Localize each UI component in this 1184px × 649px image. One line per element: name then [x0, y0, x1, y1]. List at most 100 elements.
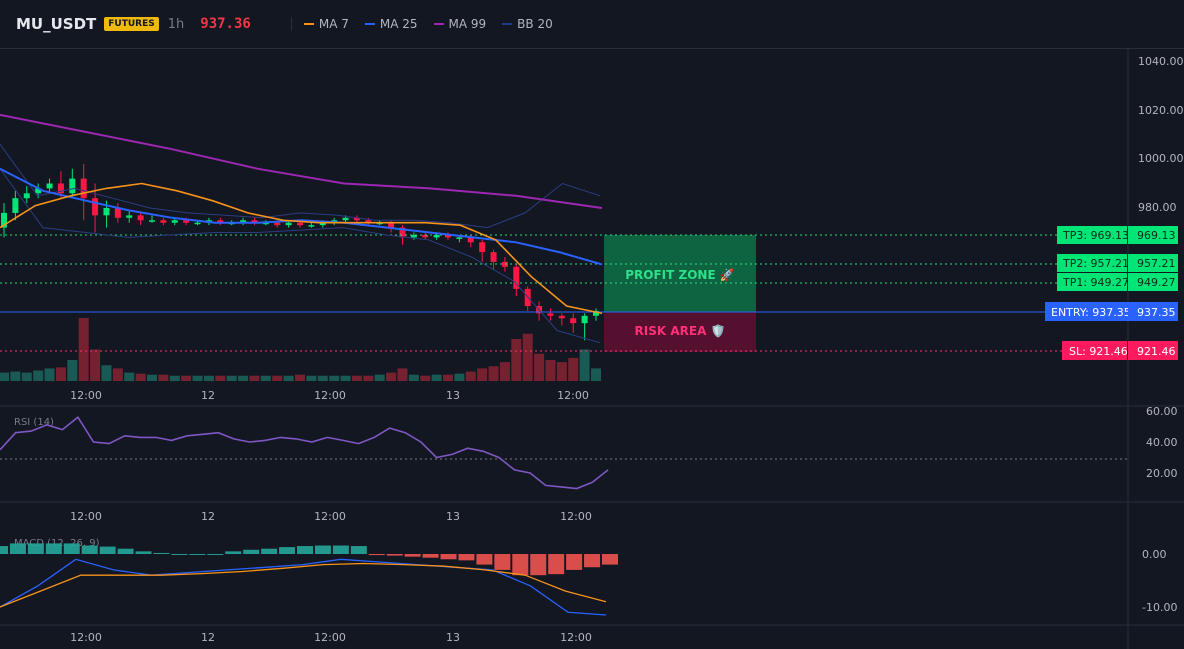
volume-bar: [511, 339, 522, 381]
bb20-swatch: [502, 23, 513, 25]
volume-bar: [351, 375, 362, 381]
legend-bb20[interactable]: BB 20: [502, 17, 553, 31]
volume-bar: [522, 333, 533, 381]
ma25-swatch: [364, 23, 375, 25]
legend-ma99[interactable]: MA 99: [433, 17, 486, 31]
candle-body: [445, 234, 451, 238]
volume-bar: [431, 374, 442, 381]
candle-body: [388, 222, 395, 228]
volume-bar: [192, 375, 203, 381]
macd-histogram-bar: [314, 545, 331, 554]
candle-body: [399, 227, 406, 238]
macd-histogram-bar: [566, 554, 583, 570]
volume-bar: [477, 368, 488, 381]
time-tick: 12:00: [557, 389, 589, 402]
candle-body: [126, 215, 133, 218]
candle-body: [114, 208, 121, 218]
legend-ma7[interactable]: MA 7: [303, 17, 349, 31]
rsi-tick: 40.00: [1146, 436, 1178, 449]
price-tick: 980.00: [1138, 201, 1177, 214]
volume-bar: [238, 375, 249, 381]
volume-bar: [408, 374, 419, 381]
volume-bar: [397, 368, 408, 381]
macd-histogram-bar: [386, 554, 403, 556]
sl-label: SL: 921.46: [1069, 345, 1128, 358]
volume-bar: [101, 365, 112, 381]
legend-ma25[interactable]: MA 25: [364, 17, 418, 31]
candle-body: [490, 252, 497, 262]
candle-body: [342, 217, 349, 221]
ma7-swatch: [303, 23, 314, 25]
volume-bar: [488, 366, 499, 381]
volume-bar: [295, 374, 305, 381]
candle-body: [171, 220, 178, 223]
entry-value-box: [1128, 302, 1178, 321]
rsi-time-tick: 12:00: [314, 510, 346, 523]
rsi-tick: 20.00: [1146, 467, 1178, 480]
volume-bar: [340, 375, 351, 381]
legend-bb20-label: BB 20: [517, 17, 553, 31]
macd-time-tick: 12:00: [314, 631, 346, 644]
candle-body: [262, 222, 269, 225]
macd-histogram-bar: [135, 551, 152, 554]
macd-time-tick: 12:00: [560, 631, 592, 644]
rsi-time-tick: 12: [201, 510, 215, 523]
candle-body: [46, 183, 53, 189]
candlestick-series: [1, 163, 599, 341]
candle-body: [183, 220, 190, 223]
macd-histogram-bar: [243, 549, 260, 554]
legend-ma25-label: MA 25: [379, 17, 418, 31]
rsi-line: [0, 416, 609, 490]
risk-area: [604, 312, 756, 352]
candle-body: [12, 198, 19, 213]
candle-body: [103, 208, 110, 216]
risk-area-label: RISK AREA 🛡️: [635, 324, 726, 338]
price-tick: 1020.00: [1138, 104, 1184, 117]
volume-bar: [124, 372, 135, 381]
macd-histogram-bar: [27, 543, 44, 554]
candle-body: [149, 220, 155, 222]
macd-histogram-bar: [458, 554, 475, 561]
candle-body: [57, 183, 64, 194]
price-tick: 1040.00: [1138, 55, 1184, 68]
volume-bar: [249, 375, 260, 381]
candle-body: [513, 266, 520, 289]
rsi-time-tick: 13: [446, 510, 460, 523]
ma99-swatch: [433, 23, 444, 25]
timeframe-label[interactable]: 1h: [167, 16, 185, 32]
tp2-label: TP2: 957.21: [1062, 257, 1129, 270]
macd-histogram-bar: [207, 554, 224, 555]
sl-value: 921.46: [1137, 345, 1176, 358]
macd-time-tick: 12: [201, 631, 215, 644]
volume-bar: [283, 375, 294, 381]
candle-body: [23, 193, 30, 199]
candle-body: [80, 178, 87, 199]
volume-bar: [21, 372, 32, 381]
time-tick: 13: [446, 389, 460, 402]
candle-body: [501, 261, 508, 267]
header-divider: [290, 17, 292, 31]
candle-body: [365, 220, 372, 223]
volume-bar: [306, 375, 317, 381]
volume-bar: [158, 374, 169, 381]
volume-bar: [169, 375, 180, 381]
chart-canvas[interactable]: 1040.00 1020.00 1000.00 980.00 PROFIT ZO…: [0, 48, 1184, 649]
volume-bar: [443, 374, 453, 381]
time-tick: 12:00: [314, 389, 346, 402]
macd-histogram-bar: [0, 546, 8, 554]
indicator-lines: [0, 113, 618, 616]
last-price: 937.36: [200, 16, 251, 32]
macd-histogram-bar: [584, 554, 601, 568]
volume-bar: [272, 375, 283, 381]
entry-label: ENTRY: 937.35: [1051, 306, 1131, 319]
symbol-name[interactable]: MU_USDT: [16, 15, 97, 33]
macd-histogram-bar: [332, 545, 349, 554]
time-tick: 12: [201, 389, 215, 402]
ma25-line: [0, 167, 603, 266]
volume-bar: [568, 357, 579, 381]
tp1-value-box: [1128, 273, 1178, 291]
candle-body: [422, 234, 429, 238]
macd-histogram-bar: [99, 546, 116, 554]
sl-label-box: [1062, 341, 1127, 360]
tp2-value-box: [1128, 254, 1178, 272]
